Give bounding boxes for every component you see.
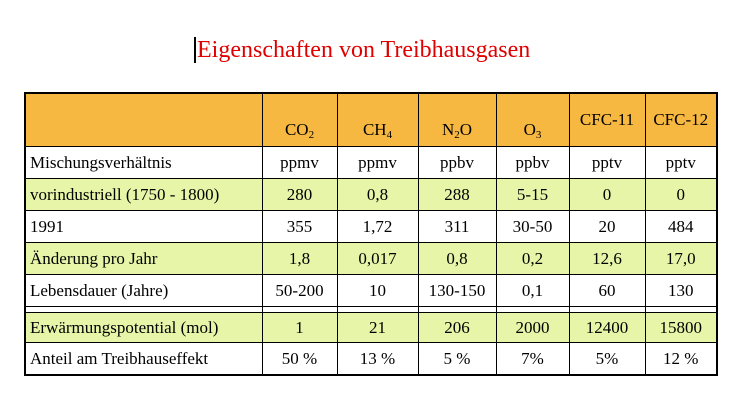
cell-co2: 50 % xyxy=(261,342,338,376)
cell-ch4: 1,72 xyxy=(336,210,419,243)
cell-cfc12: pptv xyxy=(644,146,718,179)
cell-o3: ppbv xyxy=(495,146,570,179)
cell-cfc12: 17,0 xyxy=(644,242,718,275)
cell-cfc12: 130 xyxy=(644,274,718,307)
cell-o3: 7% xyxy=(495,342,570,376)
row-label: 1991 xyxy=(24,210,263,243)
cell-n2o: 5 % xyxy=(417,342,497,376)
row-label: Lebensdauer (Jahre) xyxy=(24,274,263,307)
header-o3: O3 xyxy=(495,92,570,147)
header-n2o: N2O xyxy=(417,92,497,147)
cell-co2: 1,8 xyxy=(261,242,338,275)
cell-n2o: 311 xyxy=(417,210,497,243)
table-header-row: CO2 CH4 N2O O3 CFC-11 CFC-12 xyxy=(24,92,718,147)
row-anteil-treibhauseffekt: Anteil am Treibhauseffekt 50 % 13 % 5 % … xyxy=(24,342,718,376)
row-1991: 1991 355 1,72 311 30-50 20 484 xyxy=(24,210,718,243)
cell-co2: 50-200 xyxy=(261,274,338,307)
cell-co2: 355 xyxy=(261,210,338,243)
header-label-cell xyxy=(24,92,263,147)
cell-cfc11: 20 xyxy=(568,210,646,243)
cell-n2o: 288 xyxy=(417,178,497,211)
cell-cfc12: 0 xyxy=(644,178,718,211)
cell-o3: 30-50 xyxy=(495,210,570,243)
cell-o3: 2000 xyxy=(495,312,570,343)
spacer-cell xyxy=(644,306,718,313)
cell-cfc12: 12 % xyxy=(644,342,718,376)
header-co2: CO2 xyxy=(261,92,338,147)
cell-co2: 280 xyxy=(261,178,338,211)
cell-o3: 5-15 xyxy=(495,178,570,211)
title-area[interactable]: Eigenschaften von Treibhausgasen xyxy=(194,33,530,67)
row-vorindustriell: vorindustriell (1750 - 1800) 280 0,8 288… xyxy=(24,178,718,211)
cell-cfc11: pptv xyxy=(568,146,646,179)
row-label: Änderung pro Jahr xyxy=(24,242,263,275)
cell-co2: ppmv xyxy=(261,146,338,179)
text-cursor xyxy=(194,37,196,63)
page-title: Eigenschaften von Treibhausgasen xyxy=(197,37,531,63)
cell-ch4: 10 xyxy=(336,274,419,307)
header-ch4: CH4 xyxy=(336,92,419,147)
header-cfc12: CFC-12 xyxy=(644,92,718,147)
row-aenderung-pro-jahr: Änderung pro Jahr 1,8 0,017 0,8 0,2 12,6… xyxy=(24,242,718,275)
row-spacer xyxy=(24,306,718,313)
cell-co2: 1 xyxy=(261,312,338,343)
header-cfc11: CFC-11 xyxy=(568,92,646,147)
cell-cfc11: 0 xyxy=(568,178,646,211)
row-lebensdauer: Lebensdauer (Jahre) 50-200 10 130-150 0,… xyxy=(24,274,718,307)
cell-cfc11: 12400 xyxy=(568,312,646,343)
row-label: vorindustriell (1750 - 1800) xyxy=(24,178,263,211)
row-label: Anteil am Treibhauseffekt xyxy=(24,342,263,376)
cell-ch4: 0,017 xyxy=(336,242,419,275)
cell-cfc12: 484 xyxy=(644,210,718,243)
cell-n2o: ppbv xyxy=(417,146,497,179)
row-label: Mischungsverhältnis xyxy=(24,146,263,179)
cell-ch4: 0,8 xyxy=(336,178,419,211)
cell-o3: 0,1 xyxy=(495,274,570,307)
cell-cfc12: 15800 xyxy=(644,312,718,343)
cell-cfc11: 60 xyxy=(568,274,646,307)
greenhouse-gas-table: CO2 CH4 N2O O3 CFC-11 CFC-12 Mischungsve… xyxy=(24,92,718,376)
row-label: Erwärmungspotential (mol) xyxy=(24,312,263,343)
cell-o3: 0,2 xyxy=(495,242,570,275)
row-mischungsverhaeltnis: Mischungsverhältnis ppmv ppmv ppbv ppbv … xyxy=(24,146,718,179)
cell-ch4: 21 xyxy=(336,312,419,343)
row-erwaermungspotential: Erwärmungspotential (mol) 1 21 206 2000 … xyxy=(24,312,718,343)
cell-n2o: 206 xyxy=(417,312,497,343)
cell-ch4: 13 % xyxy=(336,342,419,376)
cell-cfc11: 12,6 xyxy=(568,242,646,275)
cell-n2o: 130-150 xyxy=(417,274,497,307)
cell-n2o: 0,8 xyxy=(417,242,497,275)
cell-cfc11: 5% xyxy=(568,342,646,376)
cell-ch4: ppmv xyxy=(336,146,419,179)
